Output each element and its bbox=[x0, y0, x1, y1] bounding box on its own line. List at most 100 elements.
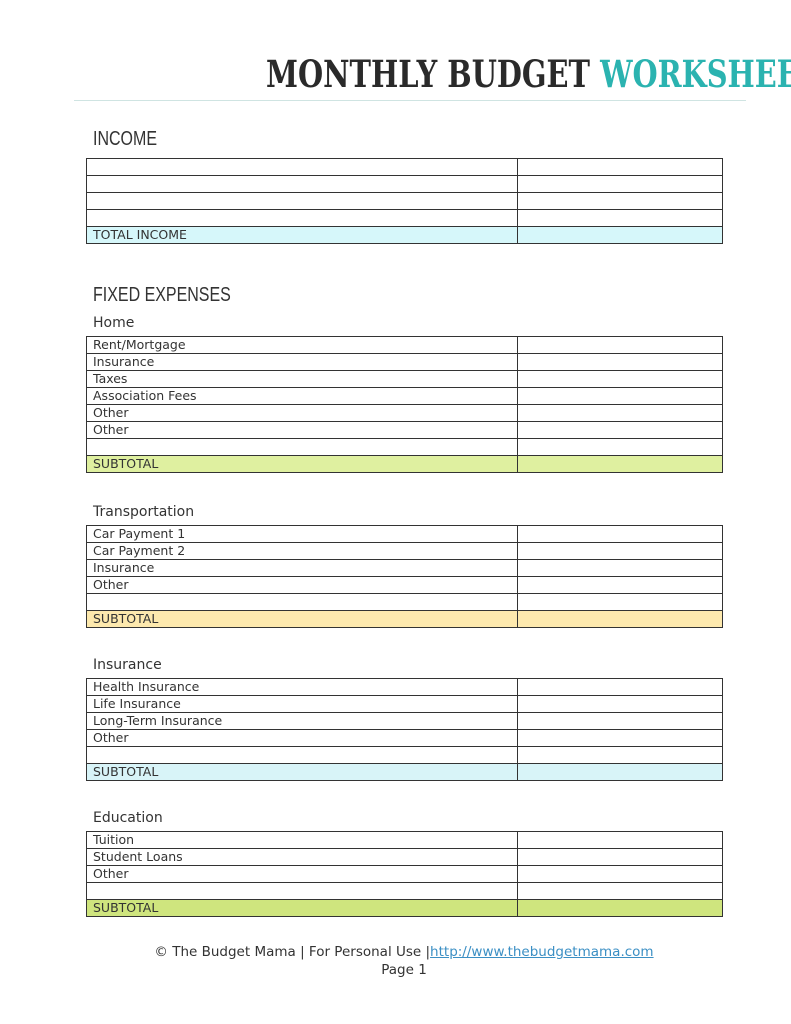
amount-cell[interactable] bbox=[517, 831, 723, 849]
table-row: Long-Term Insurance bbox=[86, 712, 723, 730]
amount-cell[interactable] bbox=[517, 542, 723, 560]
education-heading: Education bbox=[93, 810, 163, 826]
income-table: TOTAL INCOME bbox=[86, 158, 723, 244]
table-row: Other bbox=[86, 729, 723, 747]
subtotal-row: SUBTOTAL bbox=[86, 455, 723, 473]
table-row: Insurance bbox=[86, 559, 723, 577]
amount-cell[interactable] bbox=[517, 848, 723, 866]
page-number: Page 1 bbox=[381, 962, 427, 978]
table-row: Association Fees bbox=[86, 387, 723, 405]
table-row: Rent/Mortgage bbox=[86, 336, 723, 354]
amount-cell[interactable] bbox=[517, 763, 723, 781]
amount-cell[interactable] bbox=[517, 336, 723, 354]
table-row bbox=[86, 746, 723, 764]
subtotal-row: SUBTOTAL bbox=[86, 610, 723, 628]
amount-cell[interactable] bbox=[517, 746, 723, 764]
row-label[interactable]: Taxes bbox=[86, 370, 518, 388]
amount-cell[interactable] bbox=[517, 387, 723, 405]
transportation-heading: Transportation bbox=[93, 504, 195, 520]
amount-cell[interactable] bbox=[517, 899, 723, 917]
row-label[interactable]: Association Fees bbox=[86, 387, 518, 405]
amount-cell[interactable] bbox=[517, 438, 723, 456]
row-label[interactable]: SUBTOTAL bbox=[86, 763, 518, 781]
row-label[interactable] bbox=[86, 209, 518, 227]
row-label[interactable]: Insurance bbox=[86, 353, 518, 371]
amount-cell[interactable] bbox=[517, 712, 723, 730]
row-label[interactable] bbox=[86, 158, 518, 176]
row-label[interactable] bbox=[86, 882, 518, 900]
row-label[interactable]: Other bbox=[86, 421, 518, 439]
amount-cell[interactable] bbox=[517, 678, 723, 696]
amount-cell[interactable] bbox=[517, 370, 723, 388]
row-label[interactable] bbox=[86, 593, 518, 611]
home-heading: Home bbox=[93, 315, 135, 331]
row-label[interactable]: TOTAL INCOME bbox=[86, 226, 518, 244]
amount-cell[interactable] bbox=[517, 729, 723, 747]
amount-cell[interactable] bbox=[517, 455, 723, 473]
row-label[interactable]: SUBTOTAL bbox=[86, 455, 518, 473]
row-label[interactable]: Long-Term Insurance bbox=[86, 712, 518, 730]
table-row bbox=[86, 593, 723, 611]
row-label[interactable] bbox=[86, 438, 518, 456]
row-label[interactable]: Car Payment 2 bbox=[86, 542, 518, 560]
row-label[interactable] bbox=[86, 175, 518, 193]
amount-cell[interactable] bbox=[517, 695, 723, 713]
footer: © The Budget Mama | For Personal Use |ht… bbox=[0, 943, 791, 979]
row-label[interactable]: Student Loans bbox=[86, 848, 518, 866]
income-heading: INCOME bbox=[93, 128, 157, 150]
table-row bbox=[86, 175, 723, 193]
subtotal-row: SUBTOTAL bbox=[86, 899, 723, 917]
amount-cell[interactable] bbox=[517, 610, 723, 628]
table-row bbox=[86, 438, 723, 456]
title-divider bbox=[74, 100, 746, 101]
row-label[interactable]: Rent/Mortgage bbox=[86, 336, 518, 354]
amount-cell[interactable] bbox=[517, 576, 723, 594]
row-label[interactable]: Other bbox=[86, 865, 518, 883]
table-row bbox=[86, 209, 723, 227]
amount-cell[interactable] bbox=[517, 421, 723, 439]
row-label[interactable]: SUBTOTAL bbox=[86, 899, 518, 917]
amount-cell[interactable] bbox=[517, 593, 723, 611]
amount-cell[interactable] bbox=[517, 226, 723, 244]
table-row: Insurance bbox=[86, 353, 723, 371]
row-label[interactable]: Other bbox=[86, 729, 518, 747]
title-monthly-budget: MONTHLY BUDGET bbox=[266, 52, 591, 96]
amount-cell[interactable] bbox=[517, 158, 723, 176]
amount-cell[interactable] bbox=[517, 882, 723, 900]
row-label[interactable]: Life Insurance bbox=[86, 695, 518, 713]
amount-cell[interactable] bbox=[517, 192, 723, 210]
insurance-table: Health Insurance Life Insurance Long-Term … bbox=[86, 678, 723, 781]
table-row: Car Payment 1 bbox=[86, 525, 723, 543]
amount-cell[interactable] bbox=[517, 525, 723, 543]
amount-cell[interactable] bbox=[517, 559, 723, 577]
home-table: Rent/Mortgage Insurance Taxes Association F… bbox=[86, 336, 723, 473]
amount-cell[interactable] bbox=[517, 353, 723, 371]
row-label[interactable] bbox=[86, 746, 518, 764]
insurance-heading: Insurance bbox=[93, 657, 162, 673]
row-label[interactable]: Health Insurance bbox=[86, 678, 518, 696]
table-row: Taxes bbox=[86, 370, 723, 388]
table-row bbox=[86, 192, 723, 210]
row-label[interactable]: Other bbox=[86, 576, 518, 594]
row-label[interactable]: Tuition bbox=[86, 831, 518, 849]
footer-link[interactable]: http://www.thebudgetmama.com bbox=[430, 944, 654, 960]
education-table: Tuition Student Loans Other SUBTOTAL bbox=[86, 831, 723, 917]
row-label[interactable]: Car Payment 1 bbox=[86, 525, 518, 543]
row-label[interactable]: Other bbox=[86, 404, 518, 422]
table-row bbox=[86, 882, 723, 900]
amount-cell[interactable] bbox=[517, 175, 723, 193]
amount-cell[interactable] bbox=[517, 865, 723, 883]
title-worksheet: WORKSHEET bbox=[600, 52, 791, 96]
amount-cell[interactable] bbox=[517, 404, 723, 422]
row-label[interactable]: SUBTOTAL bbox=[86, 610, 518, 628]
table-row: Student Loans bbox=[86, 848, 723, 866]
amount-cell[interactable] bbox=[517, 209, 723, 227]
table-row: Other bbox=[86, 404, 723, 422]
row-label[interactable] bbox=[86, 192, 518, 210]
fixed-expenses-heading: FIXED EXPENSES bbox=[93, 284, 231, 306]
row-label[interactable]: Insurance bbox=[86, 559, 518, 577]
page-title: MONTHLY BUDGET WORKSHEET bbox=[266, 50, 791, 98]
table-row: Health Insurance bbox=[86, 678, 723, 696]
table-row: Other bbox=[86, 576, 723, 594]
